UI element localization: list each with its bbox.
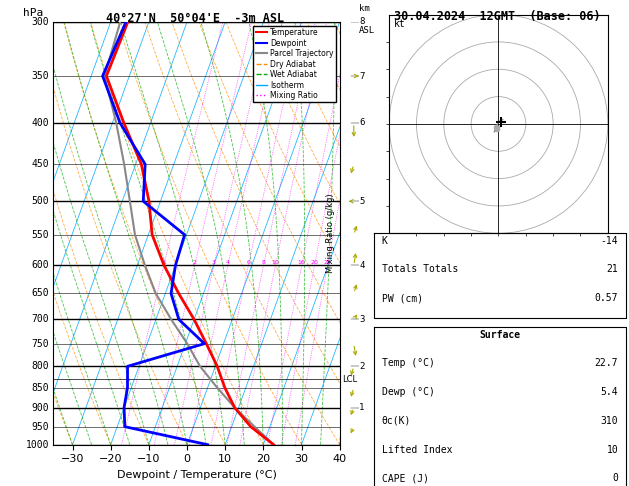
Text: 22.7: 22.7: [595, 358, 618, 368]
Text: -14: -14: [601, 236, 618, 246]
Text: 8: 8: [262, 260, 265, 265]
Text: 5: 5: [359, 197, 364, 206]
Text: 900: 900: [31, 403, 49, 413]
Text: Mixing Ratio (g/kg): Mixing Ratio (g/kg): [326, 193, 335, 273]
Text: km: km: [359, 4, 370, 14]
Text: 1: 1: [162, 260, 166, 265]
Text: 4: 4: [359, 261, 364, 270]
Text: 21: 21: [606, 264, 618, 275]
Text: 1000: 1000: [26, 440, 49, 450]
Text: θc(K): θc(K): [382, 416, 411, 426]
Text: 450: 450: [31, 159, 49, 169]
Text: 750: 750: [31, 339, 49, 348]
Text: 500: 500: [31, 196, 49, 206]
Text: 10: 10: [272, 260, 279, 265]
Text: 1: 1: [359, 403, 364, 412]
Text: 10: 10: [606, 445, 618, 455]
Text: 600: 600: [31, 260, 49, 270]
Text: 20: 20: [311, 260, 318, 265]
Text: Dewp (°C): Dewp (°C): [382, 387, 435, 397]
Text: 16: 16: [298, 260, 306, 265]
Text: LCL: LCL: [343, 375, 358, 384]
Text: 300: 300: [31, 17, 49, 27]
Text: PW (cm): PW (cm): [382, 293, 423, 303]
Text: 8: 8: [359, 17, 364, 26]
Text: 30.04.2024  12GMT  (Base: 06): 30.04.2024 12GMT (Base: 06): [394, 10, 600, 23]
Text: K: K: [382, 236, 387, 246]
Text: CAPE (J): CAPE (J): [382, 473, 429, 484]
X-axis label: Dewpoint / Temperature (°C): Dewpoint / Temperature (°C): [116, 470, 277, 480]
Text: 310: 310: [601, 416, 618, 426]
Text: 650: 650: [31, 288, 49, 298]
Text: Temp (°C): Temp (°C): [382, 358, 435, 368]
Text: Totals Totals: Totals Totals: [382, 264, 458, 275]
Text: Surface: Surface: [479, 330, 521, 340]
Text: 700: 700: [31, 314, 49, 325]
Text: 7: 7: [359, 71, 364, 81]
Text: 6: 6: [247, 260, 250, 265]
Text: 4: 4: [226, 260, 230, 265]
Text: 40°27'N  50°04'E  -3m ASL: 40°27'N 50°04'E -3m ASL: [106, 12, 284, 25]
Text: 850: 850: [31, 382, 49, 393]
Text: 2: 2: [192, 260, 197, 265]
Text: 5.4: 5.4: [601, 387, 618, 397]
Text: hPa: hPa: [23, 8, 43, 17]
Legend: Temperature, Dewpoint, Parcel Trajectory, Dry Adiabat, Wet Adiabat, Isotherm, Mi: Temperature, Dewpoint, Parcel Trajectory…: [253, 26, 336, 103]
Text: 3: 3: [212, 260, 216, 265]
Text: kt: kt: [394, 19, 405, 29]
Text: 800: 800: [31, 361, 49, 371]
Text: 0: 0: [613, 473, 618, 484]
Text: ASL: ASL: [359, 26, 375, 35]
Text: 350: 350: [31, 71, 49, 81]
Text: Lifted Index: Lifted Index: [382, 445, 452, 455]
Text: 3: 3: [359, 315, 364, 324]
Text: 0.57: 0.57: [595, 293, 618, 303]
Text: 550: 550: [31, 230, 49, 240]
Text: 950: 950: [31, 422, 49, 432]
Text: 25: 25: [324, 260, 331, 265]
Text: 2: 2: [359, 362, 364, 371]
Text: 6: 6: [359, 119, 364, 127]
Text: 400: 400: [31, 118, 49, 128]
